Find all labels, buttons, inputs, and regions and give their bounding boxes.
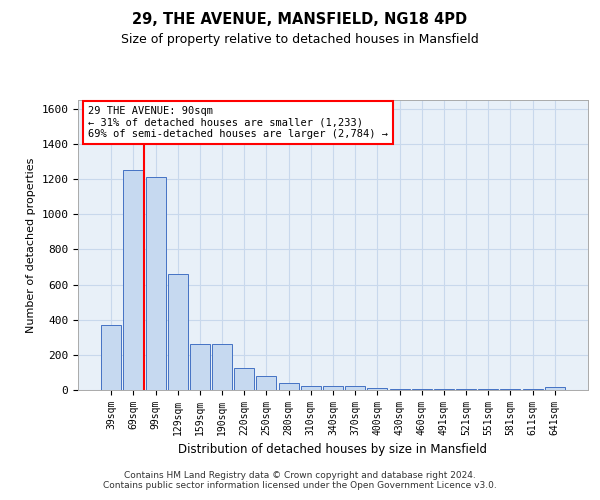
- X-axis label: Distribution of detached houses by size in Mansfield: Distribution of detached houses by size …: [179, 444, 487, 456]
- Bar: [367, 388, 388, 390]
- Bar: [278, 383, 299, 390]
- Text: 29, THE AVENUE, MANSFIELD, NG18 4PD: 29, THE AVENUE, MANSFIELD, NG18 4PD: [133, 12, 467, 28]
- Bar: [389, 389, 410, 390]
- Bar: [234, 368, 254, 390]
- Bar: [168, 274, 188, 390]
- Text: Contains HM Land Registry data © Crown copyright and database right 2024.
Contai: Contains HM Land Registry data © Crown c…: [103, 470, 497, 490]
- Bar: [124, 170, 143, 390]
- Bar: [301, 386, 321, 390]
- Bar: [412, 389, 432, 390]
- Bar: [545, 388, 565, 390]
- Y-axis label: Number of detached properties: Number of detached properties: [26, 158, 36, 332]
- Text: 29 THE AVENUE: 90sqm
← 31% of detached houses are smaller (1,233)
69% of semi-de: 29 THE AVENUE: 90sqm ← 31% of detached h…: [88, 106, 388, 139]
- Bar: [345, 386, 365, 390]
- Bar: [256, 376, 277, 390]
- Bar: [434, 389, 454, 390]
- Bar: [323, 386, 343, 390]
- Text: Size of property relative to detached houses in Mansfield: Size of property relative to detached ho…: [121, 32, 479, 46]
- Bar: [146, 178, 166, 390]
- Bar: [101, 325, 121, 390]
- Bar: [190, 344, 210, 390]
- Bar: [212, 344, 232, 390]
